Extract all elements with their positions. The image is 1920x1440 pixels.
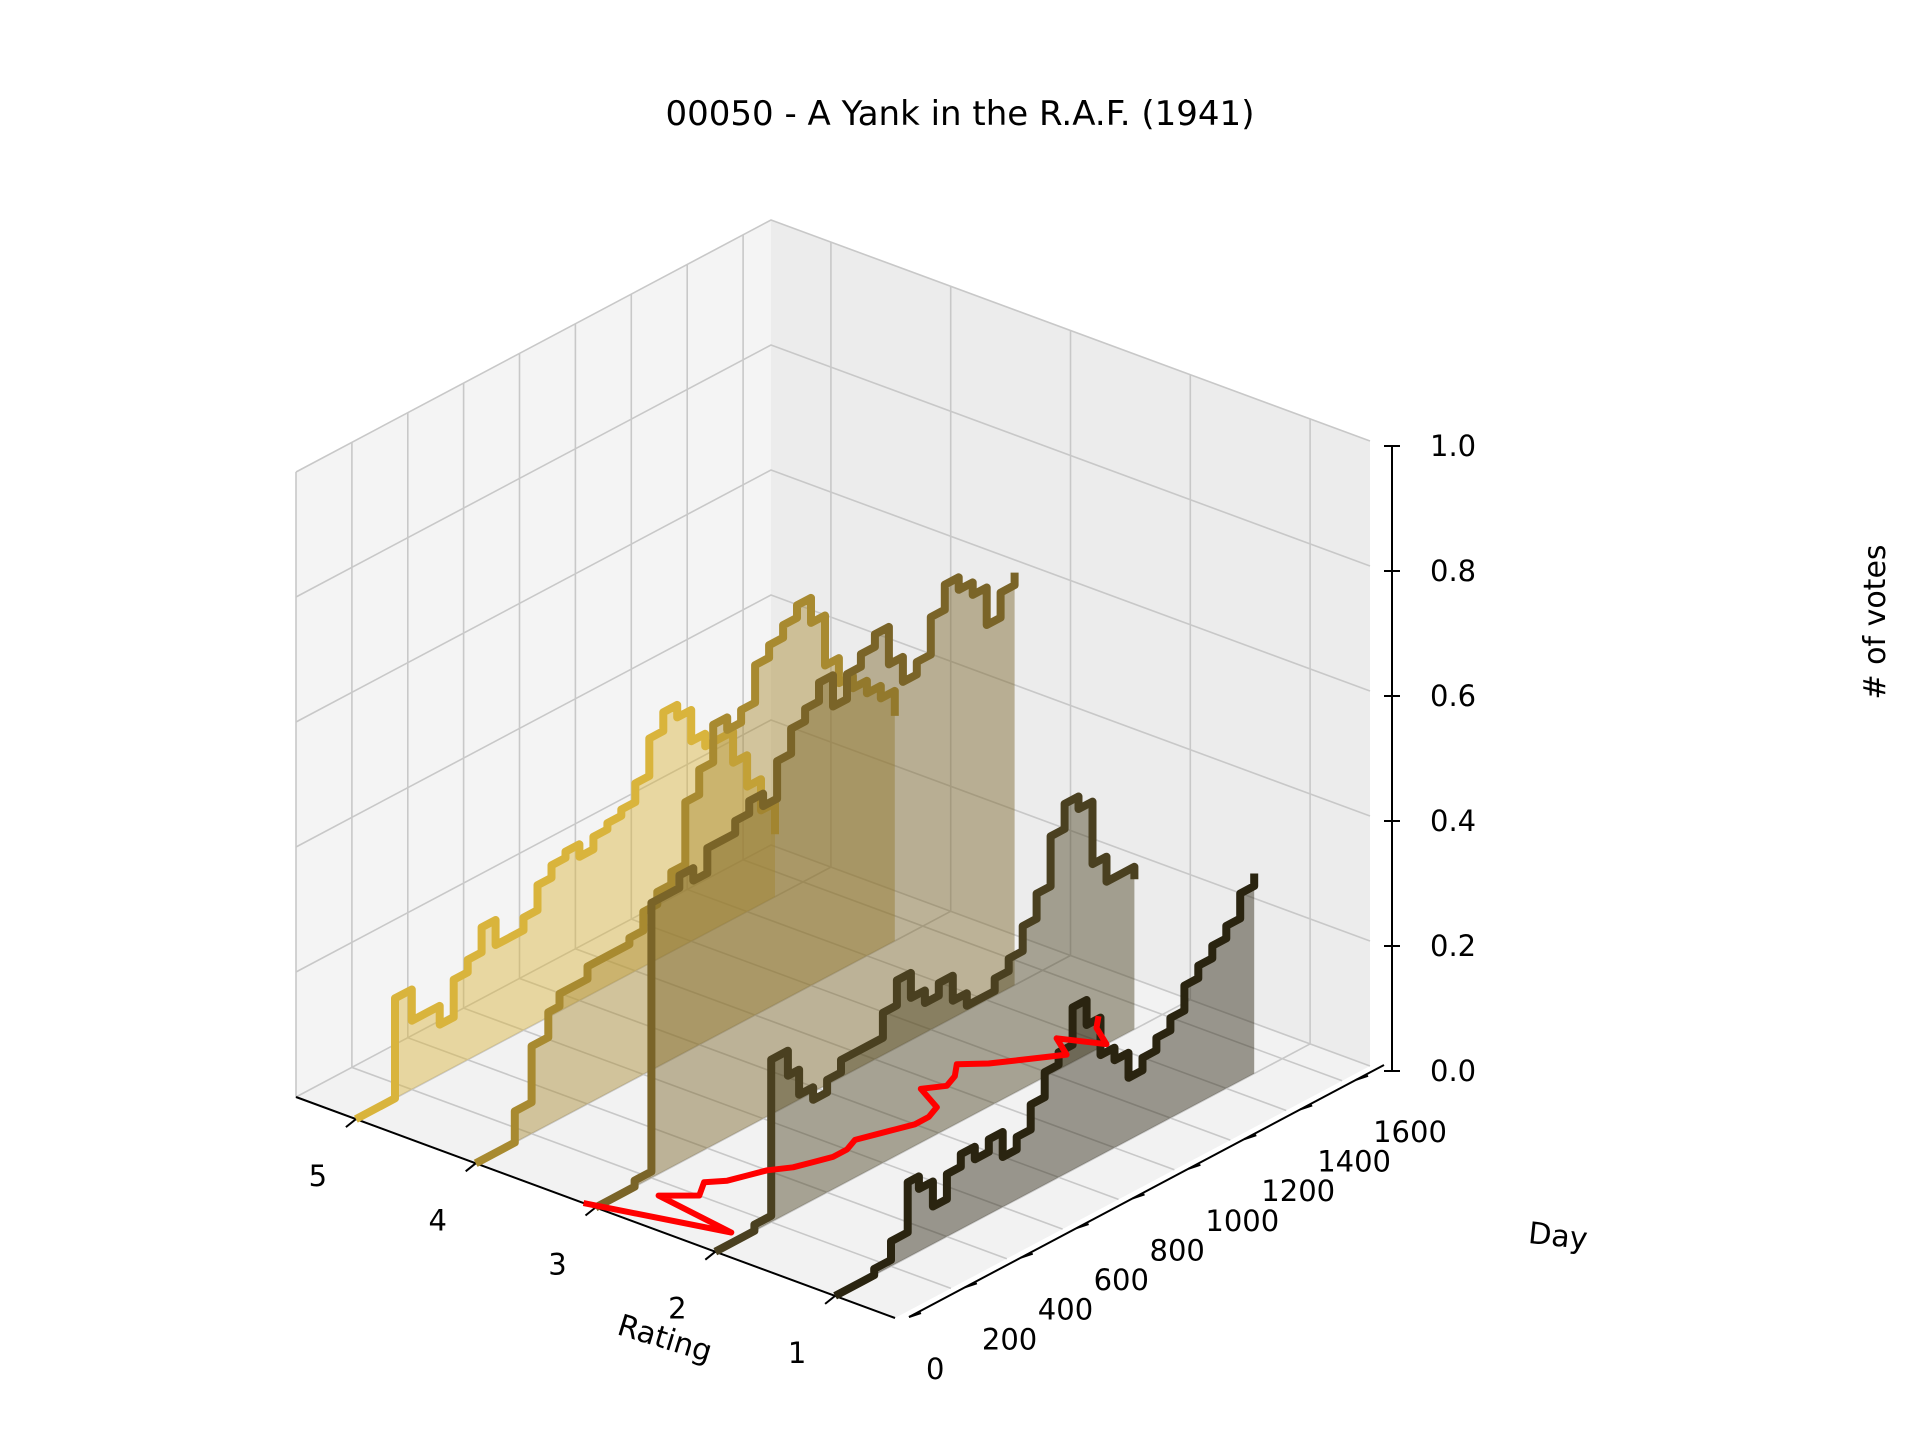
grid-lines <box>295 219 1371 1319</box>
y-tick-mark <box>908 1312 922 1318</box>
y-tick-label: 0 <box>926 1352 944 1386</box>
x-tick-label: 1 <box>788 1336 806 1370</box>
x-tick-mark <box>584 1206 597 1217</box>
z-axis-label: # of votes <box>1858 544 1893 699</box>
series-line-rating-1 <box>833 873 1259 1300</box>
grid-line-votes <box>295 469 1371 723</box>
chart-title: 00050 - A Yank in the R.A.F. (1941) <box>666 94 1255 134</box>
series-fill-rating-5 <box>355 704 775 1120</box>
series-line-rating-2 <box>713 792 1139 1256</box>
z-tick-label: 0.0 <box>1430 1054 1476 1088</box>
series-line-rating-4 <box>473 593 899 1167</box>
y-tick-mark <box>1355 1074 1369 1081</box>
y-tick-label: 1600 <box>1373 1115 1447 1149</box>
x-tick-mark <box>345 1118 357 1128</box>
x-tick-mark <box>465 1162 477 1173</box>
y-tick-label: 400 <box>1038 1293 1093 1327</box>
x-tick-label: 2 <box>668 1292 686 1326</box>
y-tick-label: 800 <box>1150 1233 1205 1267</box>
x-tick-mark <box>704 1250 716 1261</box>
y-tick-label: 1000 <box>1205 1204 1279 1238</box>
y-tick-label: 600 <box>1094 1263 1149 1297</box>
x-tick-label: 4 <box>428 1203 446 1237</box>
x-axis-label: Rating <box>613 1308 716 1370</box>
y-tick-mark <box>1299 1104 1313 1111</box>
y-tick-mark <box>1188 1163 1201 1170</box>
y-tick-mark <box>1132 1193 1145 1200</box>
grid-line-votes <box>295 344 1371 598</box>
x-tick-mark <box>824 1295 836 1305</box>
series-fill-rating-1 <box>835 873 1255 1296</box>
y-axis-label: Day <box>1527 1216 1590 1257</box>
y-tick-label: 1400 <box>1317 1145 1391 1179</box>
z-tick-label: 1.0 <box>1430 429 1476 463</box>
y-tick-mark <box>964 1282 978 1289</box>
y-tick-label: 1200 <box>1261 1174 1335 1208</box>
z-tick-label: 0.8 <box>1430 554 1476 588</box>
x-tick-label: 5 <box>309 1159 327 1193</box>
grid-line-votes <box>295 719 1371 973</box>
x-tick-label: 3 <box>548 1248 566 1282</box>
series-fill-rating-2 <box>715 796 1135 1252</box>
series-fill-rating-3 <box>595 572 1015 1208</box>
series-layer <box>354 572 1259 1300</box>
grid-line-votes <box>295 594 1371 848</box>
z-tick-label: 0.6 <box>1430 679 1476 713</box>
z-tick-label: 0.2 <box>1430 929 1476 963</box>
y-tick-mark <box>1243 1134 1257 1141</box>
y-tick-mark <box>1020 1252 1034 1259</box>
mean-rating-line <box>582 1015 1110 1236</box>
y-tick-mark <box>1076 1223 1089 1230</box>
z-tick-label: 0.4 <box>1430 804 1476 838</box>
series-line-rating-5 <box>354 700 779 1123</box>
mean-rating-layer <box>582 1015 1110 1236</box>
y-tick-label: 200 <box>982 1322 1037 1356</box>
axes-panes <box>296 220 1370 1318</box>
series-line-rating-3 <box>593 572 1019 1212</box>
left-pane <box>296 220 771 1097</box>
grid-line-votes <box>295 219 1371 473</box>
